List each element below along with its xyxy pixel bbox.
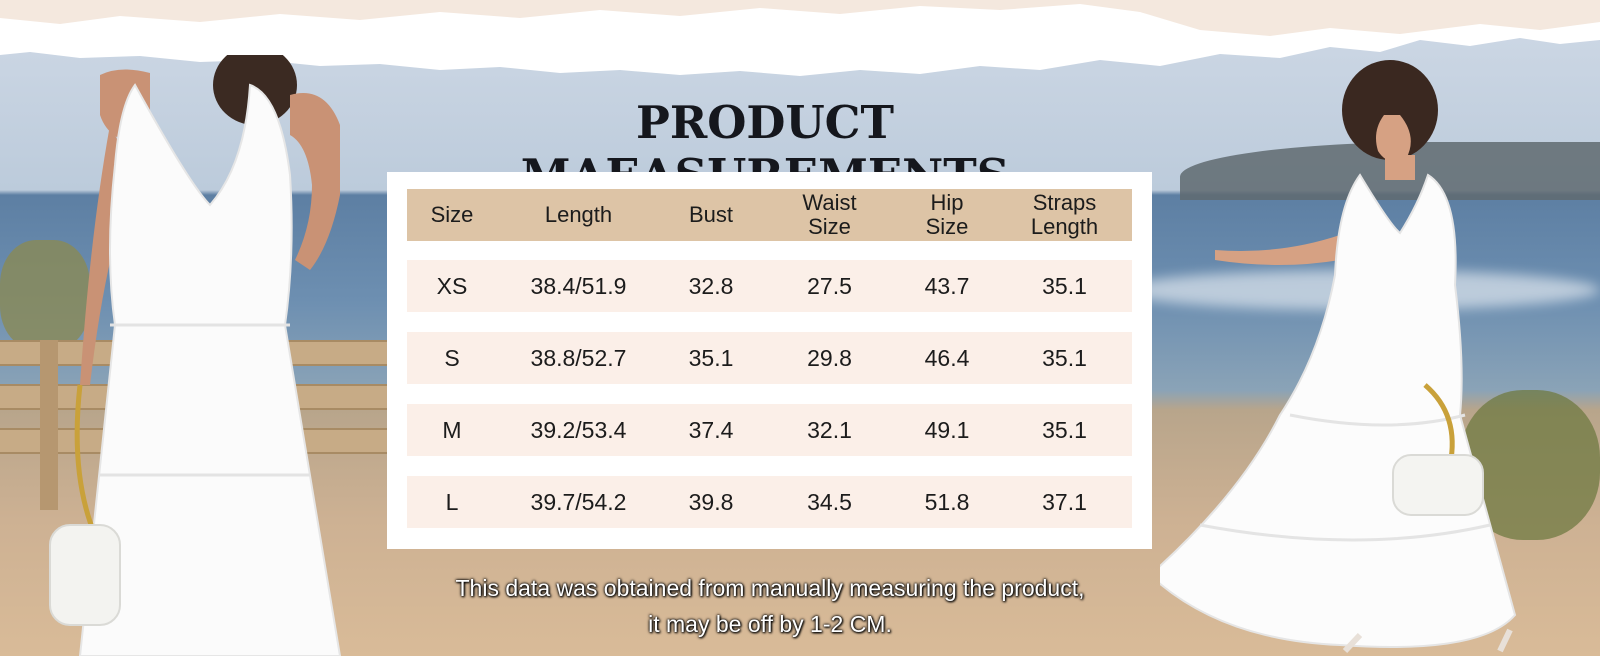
- cell-straps: 35.1: [1042, 273, 1087, 299]
- cell-size: S: [444, 345, 460, 371]
- table-row: M 39.2/53.4 37.4 32.1 49.1 35.1: [407, 404, 1132, 456]
- cell-length: 39.7/54.2: [530, 489, 627, 515]
- cell-waist: 29.8: [807, 345, 852, 371]
- cell-length: 38.8/52.7: [530, 345, 627, 371]
- table-header-row: Size Length Bust Waist Size Hip Size Str…: [407, 189, 1132, 241]
- cell-bust: 35.1: [688, 345, 734, 371]
- cell-size: M: [442, 417, 462, 443]
- header-hip-size: Hip Size: [925, 190, 969, 239]
- cell-hip: 49.1: [924, 417, 970, 443]
- header-waist-size: Waist Size: [802, 190, 857, 239]
- table-row: L 39.7/54.2 39.8 34.5 51.8 37.1: [407, 476, 1132, 528]
- disclaimer-line-1: This data was obtained from manually mea…: [455, 575, 1085, 601]
- cell-hip: 51.8: [924, 489, 970, 515]
- cell-waist: 34.5: [807, 489, 852, 515]
- cell-bust: 37.4: [688, 417, 734, 443]
- shrub-left: [0, 240, 90, 350]
- cell-waist: 32.1: [807, 417, 852, 443]
- cell-straps: 35.1: [1042, 345, 1087, 371]
- cell-length: 38.4/51.9: [530, 273, 627, 299]
- model-photo-left: [40, 55, 380, 656]
- model-photo-right: [1160, 55, 1600, 656]
- table-row: XS 38.4/51.9 32.8 27.5 43.7 35.1: [407, 260, 1132, 312]
- disclaimer-line-2: it may be off by 1-2 CM.: [648, 611, 892, 637]
- cell-hip: 43.7: [924, 273, 970, 299]
- header-length: Length: [544, 202, 613, 227]
- table-row: S 38.8/52.7 35.1 29.8 46.4 35.1: [407, 332, 1132, 384]
- measurement-disclaimer: This data was obtained from manually mea…: [380, 570, 1160, 642]
- header-straps-length: Straps Length: [1030, 190, 1099, 239]
- cell-straps: 37.1: [1042, 489, 1087, 515]
- cell-length: 39.2/53.4: [530, 417, 627, 443]
- torn-paper-edge: [0, 0, 1600, 76]
- cell-waist: 27.5: [807, 273, 852, 299]
- measurement-table: Size Length Bust Waist Size Hip Size Str…: [387, 172, 1152, 549]
- cell-size: L: [445, 489, 459, 515]
- header-size: Size: [430, 202, 474, 227]
- cell-straps: 35.1: [1042, 417, 1087, 443]
- header-bust: Bust: [688, 202, 734, 227]
- cell-bust: 32.8: [688, 273, 734, 299]
- cell-size: XS: [436, 273, 468, 299]
- cell-bust: 39.8: [688, 489, 734, 515]
- cell-hip: 46.4: [924, 345, 970, 371]
